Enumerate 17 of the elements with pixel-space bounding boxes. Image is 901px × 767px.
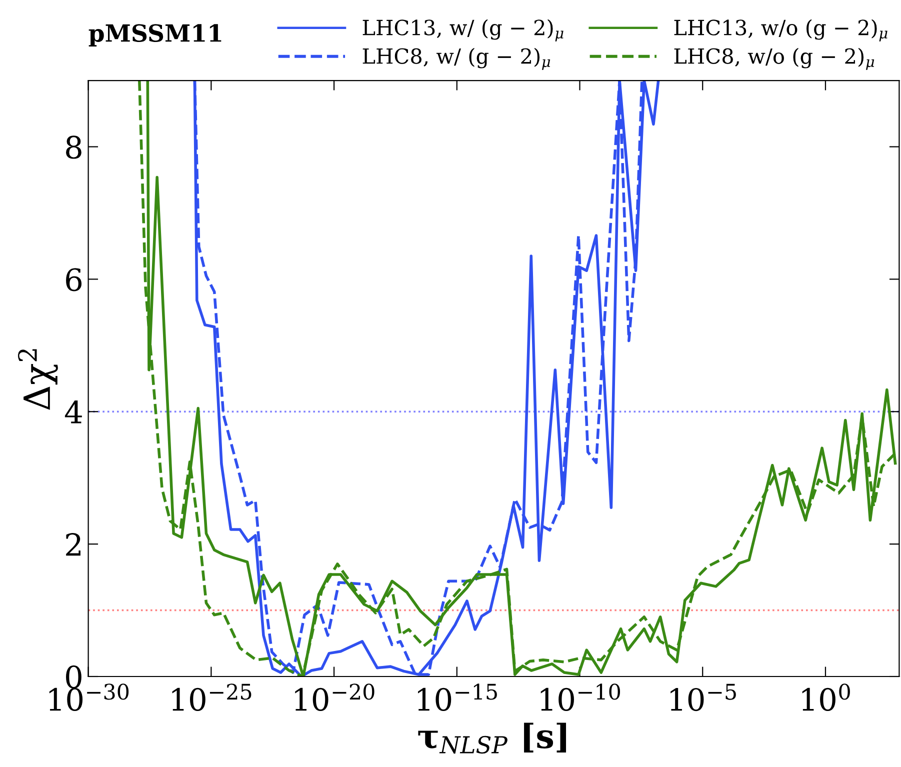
- chart-title: pMSSM11: [88, 24, 222, 47]
- y-tick-label: 4: [64, 400, 82, 424]
- x-tick-label: 10$^{0}$: [802, 684, 850, 712]
- y-tick-label: 2: [66, 532, 80, 556]
- legend-label: LHC13, w/ (g − 2)$_{μ}$: [362, 19, 564, 42]
- x-tick-label: 10$^{−15}$: [418, 684, 497, 712]
- x-tick-label: 10$^{−20}$: [295, 684, 374, 712]
- x-axis-title: τ$_{NLSP}$ [s]: [418, 722, 566, 754]
- legend-label: LHC8, w/o (g − 2)$_{μ}$: [674, 48, 874, 70]
- legend-label: LHC8, w/ (g − 2)$_{μ}$: [362, 48, 550, 70]
- x-tick-label: 10$^{−5}$: [670, 684, 736, 712]
- y-tick-label: 6: [66, 268, 82, 292]
- legend-label: LHC13, w/o (g − 2)$_{μ}$: [674, 19, 888, 42]
- x-tick-label: 10$^{−10}$: [540, 684, 620, 712]
- y-tick-label: 8: [66, 136, 82, 159]
- x-tick-label: 10$^{−25}$: [172, 684, 252, 712]
- y-axis-title: Δχ$^{2}$: [18, 349, 58, 410]
